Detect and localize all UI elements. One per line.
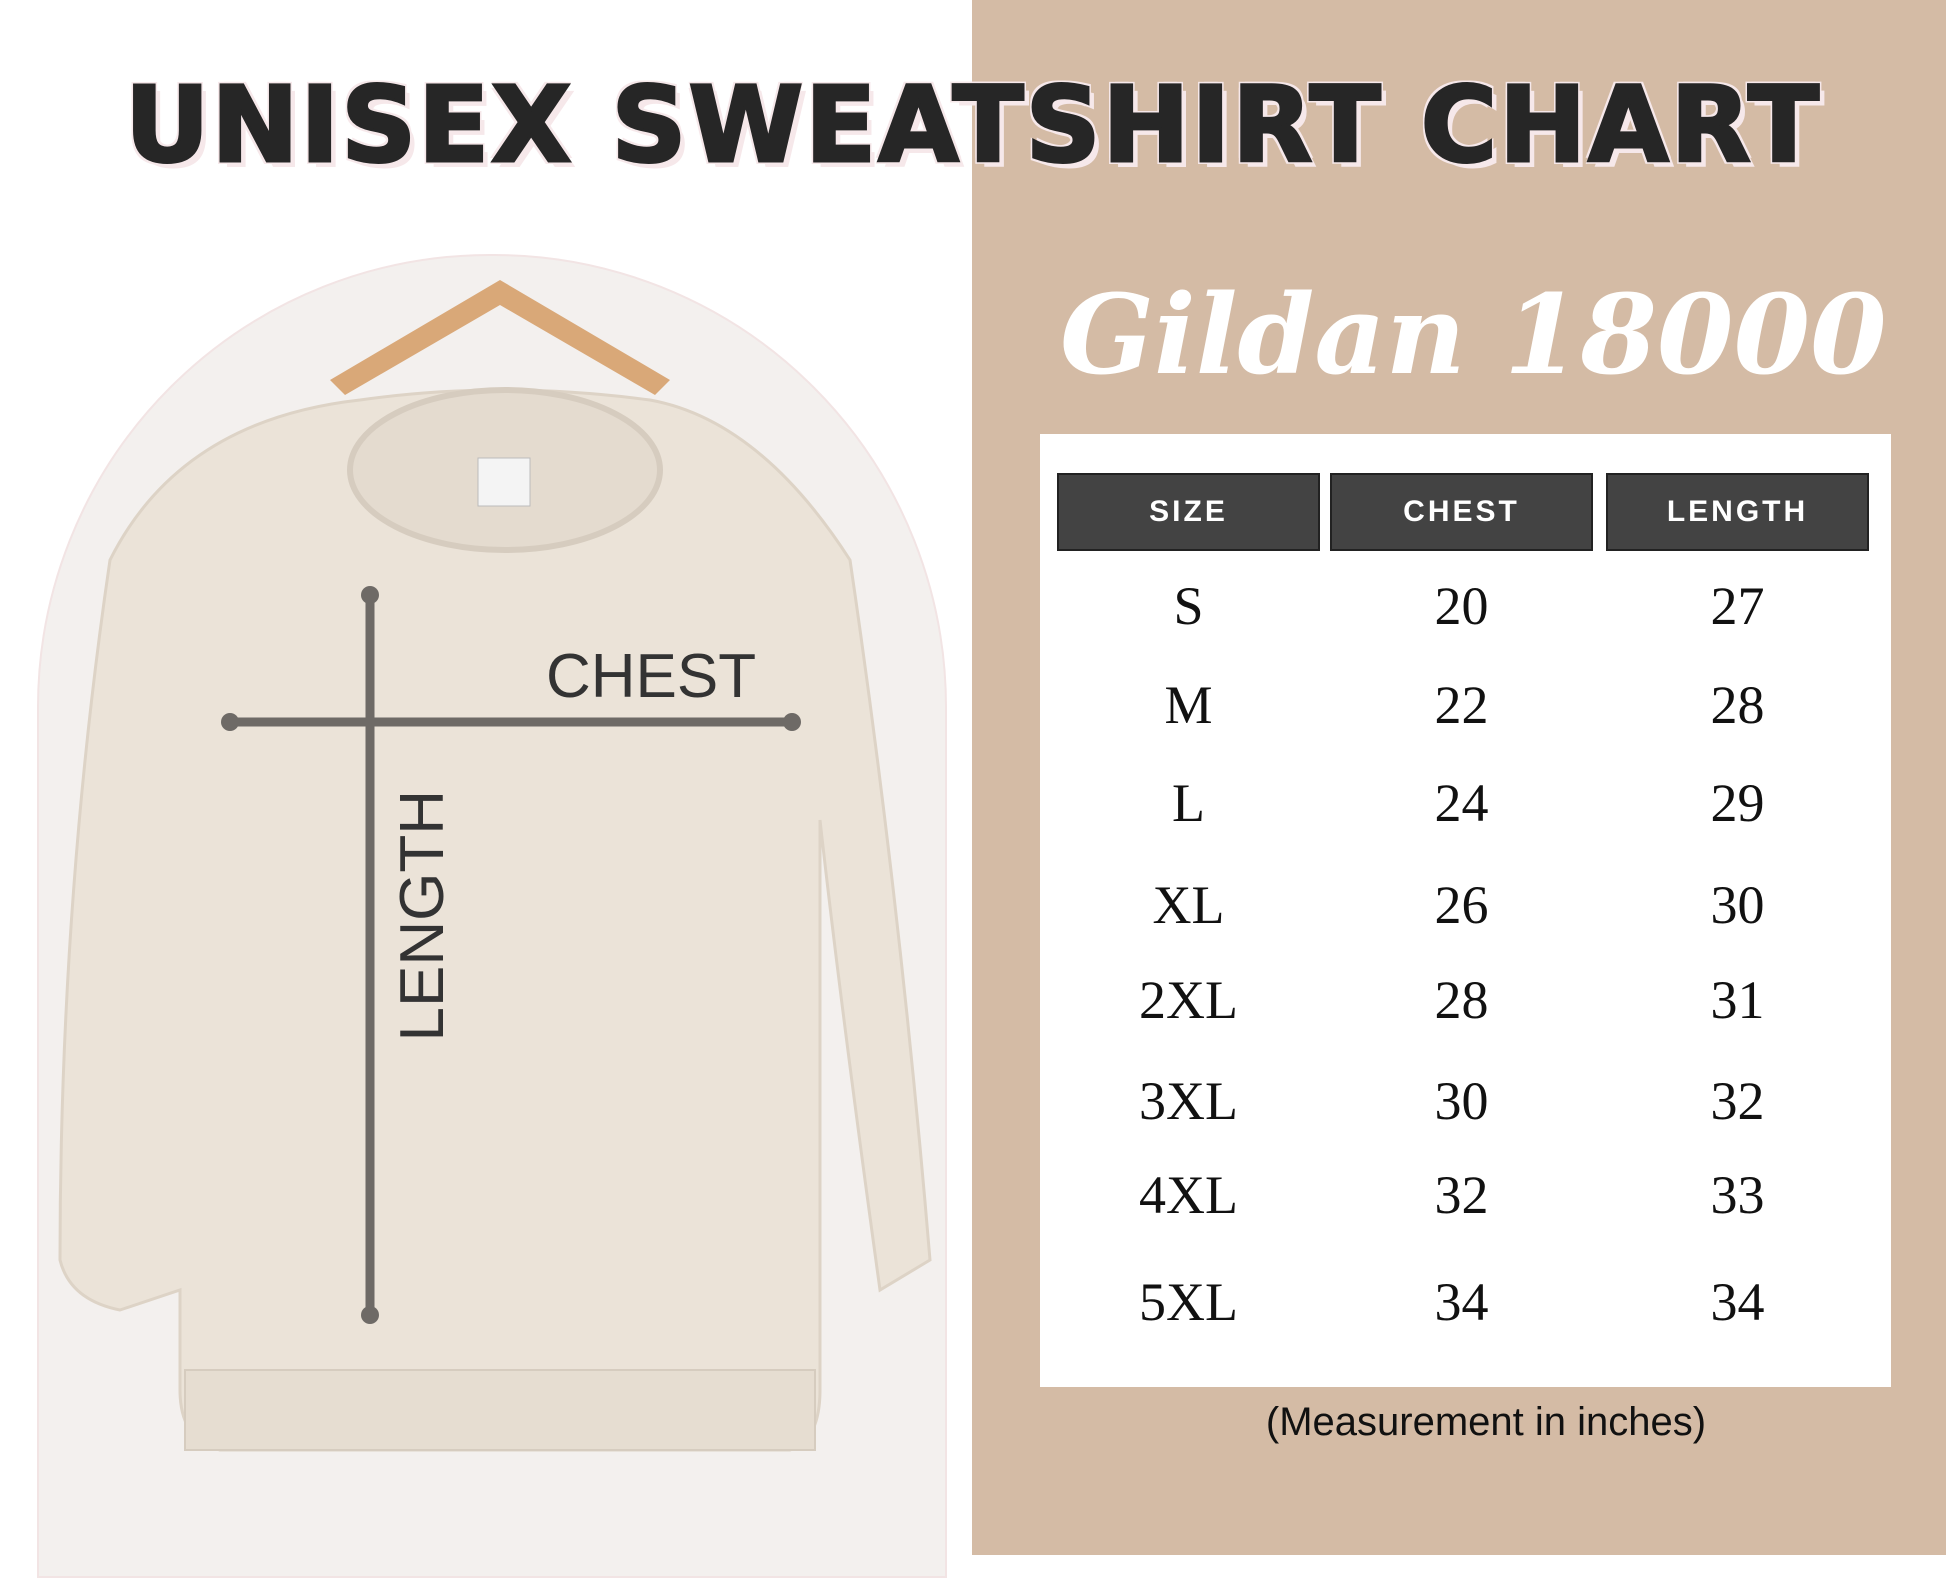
chest-cell: 32 — [1434, 1165, 1489, 1225]
chest-label: CHEST — [546, 642, 757, 711]
sweatshirt — [58, 388, 932, 1452]
size-cell: XL — [1152, 875, 1225, 935]
chest-cell: 34 — [1434, 1272, 1489, 1332]
chest-cell: 22 — [1434, 675, 1489, 735]
header-size: SIZE — [1057, 473, 1320, 551]
size-cell: 4XL — [1139, 1165, 1238, 1225]
size-table: SIZE CHEST LENGTH S 20 27 M 22 28 L 24 29 XL 26 30 2… — [1040, 434, 1891, 1387]
measurement-note: (Measurement in inches) — [1265, 1400, 1707, 1444]
chest-guide-end — [221, 713, 239, 731]
length-cell: 28 — [1710, 675, 1765, 735]
chest-cell: 28 — [1434, 970, 1489, 1030]
size-cell: 5XL — [1139, 1272, 1238, 1332]
length-cell: 32 — [1710, 1071, 1765, 1131]
size-cell: 3XL — [1139, 1071, 1238, 1131]
length-guide-end — [361, 586, 379, 604]
size-cell: 2XL — [1139, 970, 1238, 1030]
chest-cell: 26 — [1434, 875, 1489, 935]
chest-cell: 20 — [1434, 576, 1489, 636]
length-cell: 27 — [1710, 576, 1765, 636]
size-cell: M — [1164, 675, 1213, 735]
length-cell: 34 — [1710, 1272, 1765, 1332]
header-length: LENGTH — [1606, 473, 1869, 551]
length-guide-end — [361, 1306, 379, 1324]
size-cell: S — [1173, 576, 1204, 636]
length-cell: 31 — [1710, 970, 1765, 1030]
tag — [477, 457, 531, 507]
chest-cell: 30 — [1434, 1071, 1489, 1131]
header-chest: CHEST — [1330, 473, 1593, 551]
length-cell: 33 — [1710, 1165, 1765, 1225]
product-subtitle: Gildan 18000 — [1060, 270, 1887, 399]
hanger — [330, 280, 670, 395]
page-title: UNISEX SWEATSHIRT CHART — [124, 63, 1821, 188]
size-cell: L — [1172, 773, 1205, 833]
chest-guide-end — [783, 713, 801, 731]
length-cell: 29 — [1710, 773, 1765, 833]
waistband — [184, 1369, 816, 1451]
length-label: LENGTH — [388, 790, 457, 1042]
length-cell: 30 — [1710, 875, 1765, 935]
chest-cell: 24 — [1434, 773, 1489, 833]
